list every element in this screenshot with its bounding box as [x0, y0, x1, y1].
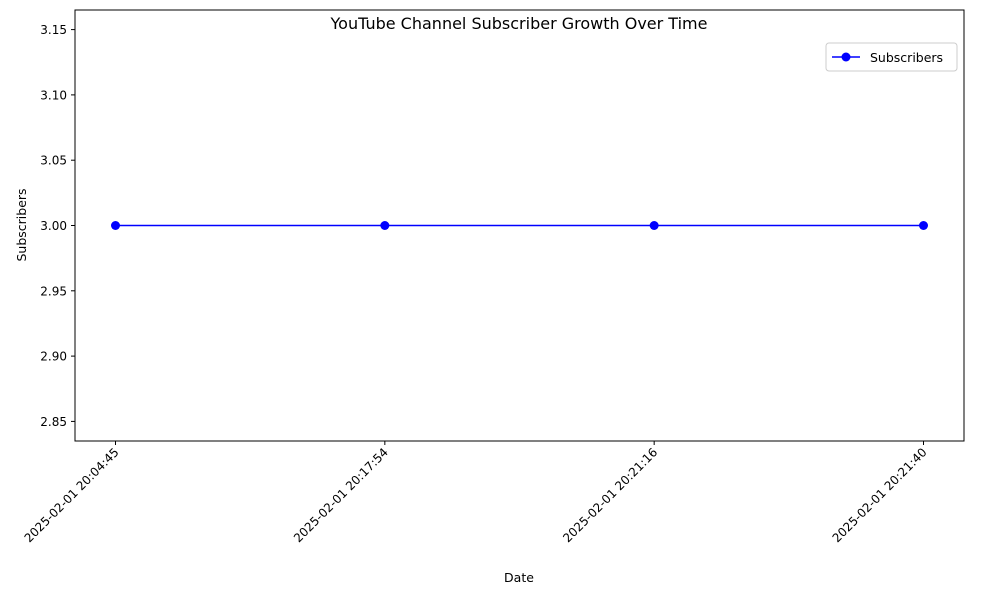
- plot-area: [111, 221, 928, 230]
- x-tick-label: 2025-02-01 20:04:45: [22, 445, 122, 545]
- chart-title: YouTube Channel Subscriber Growth Over T…: [330, 14, 708, 33]
- y-tick-label: 3.05: [40, 154, 67, 168]
- x-tick-label: 2025-02-01 20:21:16: [560, 445, 660, 545]
- data-point: [649, 221, 659, 230]
- legend-box: [825, 42, 958, 72]
- y-tick-label: 3.15: [40, 23, 67, 37]
- x-axis: 2025-02-01 20:04:45 2025-02-01 20:17:54 20…: [22, 441, 930, 545]
- x-axis-label: Date: [504, 570, 534, 585]
- y-tick-label: 2.90: [40, 350, 67, 364]
- data-point: [919, 221, 928, 230]
- y-tick-label: 3.10: [40, 88, 67, 102]
- data-point: [111, 221, 120, 230]
- x-tick-label: 2025-02-01 20:21:40: [830, 445, 930, 545]
- y-tick-label: 2.85: [40, 415, 67, 429]
- x-tick-label: 2025-02-01 20:17:54: [291, 445, 391, 545]
- legend: Subscribers: [825, 42, 958, 72]
- y-axis: 2.85 2.90 2.95 3.00 3.05 3.10 3.15: [40, 23, 75, 429]
- y-tick-label: 3.00: [40, 219, 67, 233]
- legend-label: Subscribers: [870, 50, 943, 65]
- legend-marker-swatch: [841, 52, 851, 62]
- y-tick-label: 2.95: [40, 284, 67, 298]
- y-axis-label: Subscribers: [14, 188, 29, 261]
- data-point: [380, 221, 390, 230]
